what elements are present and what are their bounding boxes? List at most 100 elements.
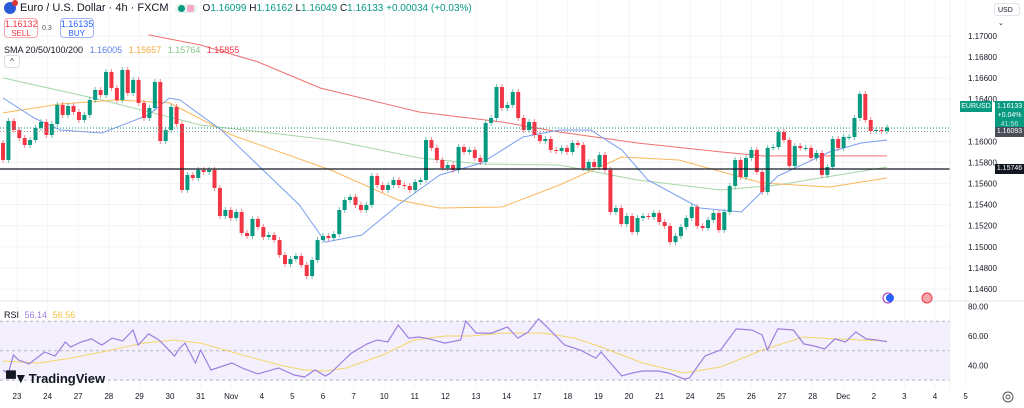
candle-body <box>136 79 141 103</box>
candle-body <box>272 234 277 241</box>
currency-button[interactable]: USD ⌄ <box>994 3 1020 27</box>
time-tick: 4 <box>933 392 938 401</box>
candle <box>613 205 618 216</box>
candle-body <box>472 149 477 158</box>
candle <box>575 139 580 148</box>
candle-body <box>391 179 396 186</box>
candle <box>386 182 391 193</box>
candle <box>76 108 81 124</box>
candle-body <box>830 138 835 168</box>
ohlc-values: O1.16099 H1.16162 L1.16049 C1.16133 +0.0… <box>203 3 472 14</box>
candle-body <box>743 157 748 178</box>
candle-body <box>98 89 103 96</box>
candle-body <box>288 259 293 264</box>
candle-body <box>570 142 575 152</box>
candle <box>33 125 38 144</box>
candle <box>489 115 494 126</box>
candle-body <box>494 87 499 119</box>
candle <box>624 213 629 228</box>
candle-body <box>245 232 250 237</box>
candle <box>581 141 586 171</box>
candle-body <box>239 212 244 233</box>
low-value: 1.16049 <box>301 2 338 14</box>
sell-button[interactable]: 1.16132 SELL <box>4 18 38 38</box>
candle <box>185 172 190 193</box>
candle-body <box>87 99 92 115</box>
candle-body <box>142 102 147 119</box>
settings-gear-icon[interactable] <box>1002 391 1014 403</box>
candle <box>743 154 748 181</box>
candle-body <box>733 159 738 186</box>
time-tick: 29 <box>135 392 144 401</box>
candle <box>418 176 423 185</box>
candle-body <box>771 146 776 148</box>
candle-body <box>749 149 754 158</box>
candle <box>266 231 271 240</box>
candle <box>228 207 233 222</box>
eu-flag-icon[interactable] <box>886 294 894 302</box>
rsi-ma-value: 56.56 <box>52 310 76 320</box>
candle-body <box>527 122 532 131</box>
candle-body <box>380 185 385 190</box>
sma-legend[interactable]: SMA 20/50/100/200 1.16005 1.15657 1.1576… <box>4 45 239 55</box>
symbol-title[interactable]: Euro / U.S. Dollar · 4h · FXCM <box>20 2 169 14</box>
time-tick: 18 <box>563 392 572 401</box>
buy-label: BUY <box>68 29 85 38</box>
price-axis[interactable]: 1.17000 1.16800 1.16600 1.16400 1.16000 1.158… <box>968 32 997 294</box>
time-tick: Dec <box>836 392 850 401</box>
buy-price: 1.16135 <box>60 19 94 29</box>
candle <box>494 84 499 122</box>
time-tick: 11 <box>411 392 420 401</box>
candle <box>678 223 683 240</box>
candle-body <box>22 138 27 145</box>
candle <box>787 137 792 169</box>
sma20-value: 1.16005 <box>89 45 123 55</box>
candle-body <box>657 212 662 223</box>
market-status[interactable] <box>174 3 197 13</box>
bid-price-box: 1.16093 <box>995 127 1024 137</box>
time-tick: 6 <box>321 392 326 401</box>
candle <box>407 182 412 193</box>
candle <box>570 139 575 155</box>
us-flag-icon[interactable] <box>921 292 933 304</box>
rsi-value: 56.14 <box>24 310 48 320</box>
collapse-legend-button[interactable]: ^ <box>4 55 20 68</box>
candle-body <box>613 208 618 213</box>
candle <box>792 143 797 169</box>
time-tick: 19 <box>594 392 603 401</box>
buy-button[interactable]: 1.16135 BUY <box>59 18 94 38</box>
candle <box>619 205 624 228</box>
candle <box>429 137 434 151</box>
sma100-line <box>2 77 888 191</box>
candle <box>87 96 92 118</box>
candle-body <box>754 149 759 172</box>
candle <box>223 207 228 220</box>
candle-body <box>635 218 640 233</box>
candle <box>635 215 640 236</box>
candle-body <box>11 120 16 131</box>
candle <box>212 166 217 191</box>
candle-body <box>196 169 201 178</box>
candle <box>673 233 678 246</box>
candle-body <box>836 138 841 148</box>
candle <box>803 144 808 151</box>
candle <box>771 143 776 151</box>
candle <box>413 178 418 193</box>
rsi-legend[interactable]: RSI 56.14 56.56 <box>4 310 75 320</box>
candle <box>668 223 673 246</box>
candle <box>348 193 353 204</box>
tradingview-logo[interactable]: ▀▼ TradingView <box>6 370 105 386</box>
rsi-axis[interactable]: 80.00 60.00 40.00 <box>968 303 989 371</box>
candle-body <box>413 181 418 190</box>
candle-body <box>819 152 824 176</box>
candle-body <box>375 175 380 186</box>
candle-body <box>602 154 607 170</box>
candle <box>55 101 60 128</box>
candle <box>749 146 754 161</box>
time-axis[interactable]: 23 24 27 28 29 30 31 Nov 4 5 6 7 10 11 12 13 14 17 18 19 20 2… <box>13 392 969 401</box>
candle <box>461 143 466 155</box>
candle-body <box>207 169 212 172</box>
event-icons[interactable] <box>882 292 933 304</box>
candle-body <box>60 104 65 115</box>
